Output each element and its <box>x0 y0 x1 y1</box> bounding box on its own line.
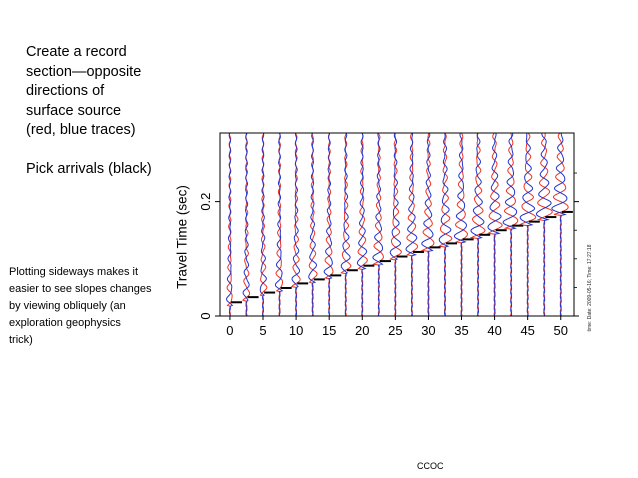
x-tick-label-45: 45 <box>520 323 534 338</box>
blue-trace-4 <box>291 132 301 316</box>
blue-trace-14 <box>453 132 467 316</box>
red-trace-2 <box>259 132 268 316</box>
blue-trace-15 <box>470 132 485 316</box>
x-tick-label-50: 50 <box>554 323 568 338</box>
red-trace-18 <box>518 132 537 316</box>
blue-trace-7 <box>340 132 351 316</box>
x-tick-label-25: 25 <box>388 323 402 338</box>
blue-trace-9 <box>372 132 384 316</box>
blue-trace-19 <box>535 132 552 316</box>
blue-trace-17 <box>502 132 518 316</box>
red-trace-1 <box>241 132 251 316</box>
red-trace-8 <box>357 132 368 316</box>
blue-trace-16 <box>487 132 502 316</box>
red-trace-7 <box>340 132 352 316</box>
footer-label: CCOC <box>417 461 444 471</box>
red-trace-5 <box>308 132 318 316</box>
blue-trace-1 <box>242 132 250 316</box>
blue-trace-0 <box>226 132 234 316</box>
slide-title: Create a record section—opposite directi… <box>26 44 152 177</box>
y-tick-label-0: 0 <box>198 312 213 319</box>
blue-trace-20 <box>551 132 568 316</box>
x-tick-label-15: 15 <box>322 323 336 338</box>
pick-group <box>231 210 573 304</box>
x-tick-label-0: 0 <box>226 323 233 338</box>
blue-trace-11 <box>405 132 418 316</box>
blue-trace-10 <box>389 132 401 316</box>
plot-frame <box>219 132 575 317</box>
blue-trace-13 <box>438 132 452 316</box>
blue-trace-6 <box>323 132 333 316</box>
blue-trace-12 <box>421 132 434 316</box>
y-tick-label-0.2: 0.2 <box>198 193 213 211</box>
trace-group <box>226 132 569 316</box>
red-trace-13 <box>438 132 453 316</box>
axes-group: 0 5 10 15 20 25 30 35 40 45 50 0 0.2 <box>198 132 579 338</box>
red-trace-3 <box>275 132 284 316</box>
red-trace-20 <box>552 132 569 316</box>
x-tick-label-10: 10 <box>289 323 303 338</box>
blue-trace-2 <box>259 132 267 316</box>
x-tick-label-40: 40 <box>487 323 501 338</box>
x-tick-label-30: 30 <box>421 323 435 338</box>
x-tick-label-20: 20 <box>355 323 369 338</box>
blue-trace-18 <box>519 132 536 316</box>
x-tick-label-5: 5 <box>259 323 266 338</box>
x-tick-label-35: 35 <box>454 323 468 338</box>
blue-trace-3 <box>274 132 284 316</box>
red-trace-14 <box>454 132 468 316</box>
blue-trace-5 <box>308 132 318 316</box>
side-note: Plotting sideways makes it easier to see… <box>9 266 152 346</box>
blue-trace-8 <box>356 132 368 316</box>
red-trace-0 <box>226 132 233 316</box>
red-trace-17 <box>503 132 519 316</box>
red-trace-19 <box>536 132 553 316</box>
